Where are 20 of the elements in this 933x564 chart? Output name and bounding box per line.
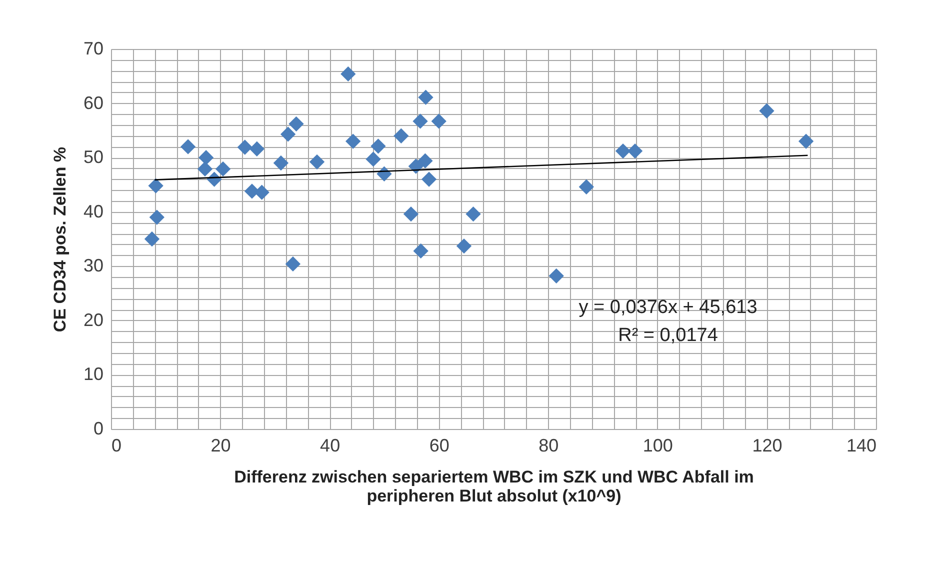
y-tick-label: 70 bbox=[83, 38, 104, 58]
annotation: y = 0,0376x + 45,613 bbox=[578, 297, 758, 318]
x-axis-title: Differenz zwischen separiertem WBC im SZK und WBC Abfall im peripheren Blut absolut (x10^9) bbox=[234, 468, 754, 506]
y-tick-label: 40 bbox=[83, 201, 104, 222]
x-tick-label: 60 bbox=[429, 436, 450, 456]
x-tick-label: 120 bbox=[752, 436, 782, 456]
y-tick-label: 30 bbox=[83, 256, 104, 276]
y-tick-label: 20 bbox=[83, 310, 104, 330]
y-tick-label: 10 bbox=[83, 364, 104, 384]
y-tick-label: 60 bbox=[83, 92, 104, 113]
y-tick-label: 50 bbox=[83, 147, 104, 168]
x-tick-label: 20 bbox=[210, 436, 231, 456]
x-tick-label: 140 bbox=[846, 436, 876, 456]
annotation: R² = 0,0174 bbox=[618, 325, 718, 346]
x-tick-label: 0 bbox=[112, 436, 122, 456]
x-tick-label: 40 bbox=[320, 436, 340, 456]
y-axis-title: CE CD34 pos. Zellen % bbox=[50, 146, 70, 332]
x-tick-label: 80 bbox=[538, 436, 559, 456]
y-tick-label: 0 bbox=[93, 418, 104, 438]
x-tick-label: 100 bbox=[642, 436, 673, 456]
